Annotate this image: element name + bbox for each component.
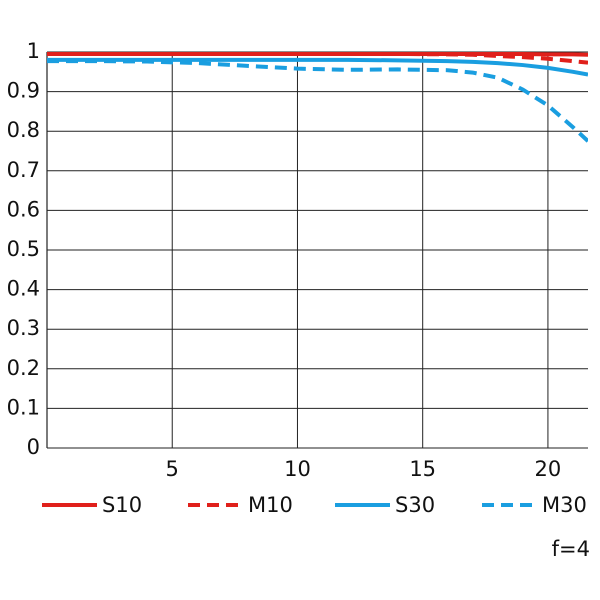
x-tick-label: 15 xyxy=(409,457,436,481)
y-tick-label: 0 xyxy=(27,435,40,459)
x-tick-label: 10 xyxy=(284,457,311,481)
plot-lines xyxy=(47,51,588,143)
y-tick-label: 0.2 xyxy=(7,356,40,380)
legend-label: M10 xyxy=(248,493,293,517)
legend-label: S10 xyxy=(102,493,142,517)
series-line xyxy=(47,57,588,77)
legend-label: S30 xyxy=(395,493,435,517)
annotation: f=4 xyxy=(552,537,590,561)
x-tick-label: 5 xyxy=(166,457,179,481)
y-tick-label: 0.4 xyxy=(7,277,40,301)
y-tick-label: 0.7 xyxy=(7,158,40,182)
x-tick-label: 20 xyxy=(535,457,562,481)
y-tick-label: 0.9 xyxy=(7,79,40,103)
y-tick-label: 0.8 xyxy=(7,118,40,142)
y-tick-label: 1 xyxy=(27,39,40,63)
y-tick-label: 0.5 xyxy=(7,237,40,261)
series-line xyxy=(47,51,588,65)
legend-label: M30 xyxy=(542,493,587,517)
y-tick-label: 0.6 xyxy=(7,197,40,221)
y-tick-label: 0.3 xyxy=(7,316,40,340)
y-tick-label: 0.1 xyxy=(7,395,40,419)
series-line xyxy=(47,59,588,143)
